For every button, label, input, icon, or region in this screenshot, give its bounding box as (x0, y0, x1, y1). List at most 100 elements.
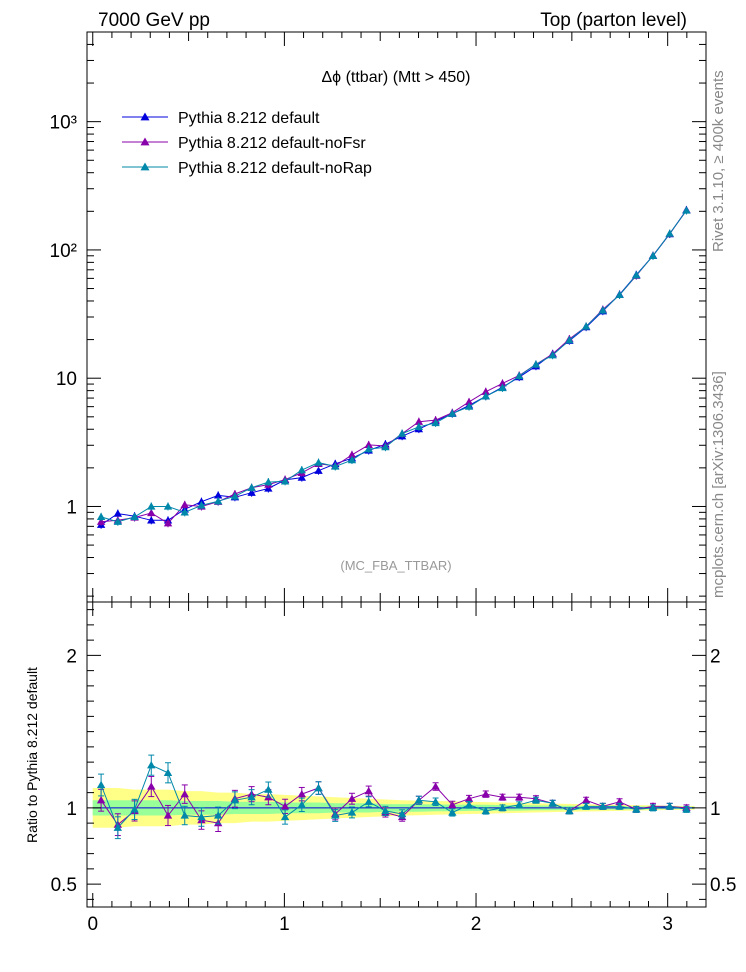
y-tick-label: 10³ (50, 113, 77, 134)
legend-marker (140, 112, 150, 121)
data-point (163, 502, 173, 510)
ratio-data-point (581, 802, 591, 810)
data-point (96, 517, 106, 525)
ratio-data-point (347, 794, 357, 802)
data-point (682, 206, 691, 214)
mcplots-label: mcplots.cern.ch [arXiv:1306.3436] (710, 371, 727, 598)
ratio-data-point (431, 782, 440, 790)
data-point (314, 458, 323, 466)
ratio-data-point (515, 793, 524, 801)
data-point (431, 418, 440, 427)
ratio-data-point (531, 796, 541, 804)
y-tick-label: 2 (66, 646, 77, 667)
ratio-data-point (230, 796, 240, 804)
ratio-axis-ticks: 0.5 0.5 1 1 2 2 0 1 2 3 (51, 602, 736, 935)
ratio-data-point (448, 800, 457, 808)
data-point (331, 462, 340, 470)
data-point (464, 397, 474, 406)
data-point (548, 351, 557, 359)
ratio-data-point (481, 789, 490, 798)
legend-label: Pythia 8.212 default (178, 110, 320, 127)
ratio-data-point (565, 806, 574, 815)
data-point (347, 450, 357, 458)
ratio-data-point (297, 800, 306, 808)
ratio-data-point (515, 800, 524, 808)
data-point (498, 379, 507, 387)
header-right: Top (parton level) (540, 10, 687, 31)
data-point (364, 444, 373, 453)
ratio-data-point (648, 803, 658, 812)
x-tick-label: 1 (279, 914, 290, 935)
data-point (180, 500, 189, 508)
ratio-data-point (665, 802, 674, 810)
data-point (180, 508, 189, 516)
ratio-ylabel: Ratio to Pythia 8.212 default (24, 667, 40, 843)
legend: Pythia 8.212 default Pythia 8.212 default… (122, 110, 372, 177)
data-point (247, 483, 256, 491)
ratio-data-point (180, 789, 189, 798)
ratio-panel: 0.5 0.5 1 1 2 2 0 1 2 3 Ratio to Pythia 8.212 def… (24, 601, 736, 935)
ratio-data-point (247, 793, 256, 801)
ratio-data-point (280, 812, 290, 821)
data-point (498, 383, 507, 392)
data-point (397, 429, 407, 437)
y-tick-label: 0.5 (51, 875, 77, 896)
legend-label: Pythia 8.212 default-noRap (178, 160, 372, 177)
data-point (213, 496, 223, 505)
ratio-data-point (163, 811, 173, 819)
ratio-data-point (113, 823, 123, 831)
data-point (280, 477, 290, 485)
series-line-1 (101, 210, 687, 524)
ratio-data-point (448, 808, 457, 816)
ratio-plot-marks (92, 754, 695, 840)
ratio-data-point (364, 797, 373, 805)
data-point (347, 455, 357, 464)
data-point (464, 402, 474, 410)
data-point (531, 360, 541, 368)
ratio-data-point (264, 785, 273, 793)
ratio-data-point (163, 768, 173, 776)
data-point (197, 501, 206, 509)
ratio-data-point (197, 812, 206, 821)
main-plot-marks (96, 205, 691, 529)
data-point (364, 440, 373, 449)
ratio-data-point (364, 786, 373, 795)
ratio-data-point (414, 796, 424, 804)
series-line-2 (100, 210, 687, 523)
ratio-data-point (498, 793, 507, 801)
ratio-data-point (147, 760, 156, 769)
data-point (213, 491, 223, 499)
ratio-data-point (548, 799, 557, 807)
data-point (598, 306, 608, 314)
data-point (314, 466, 323, 474)
data-point (515, 371, 524, 380)
data-point (230, 492, 240, 500)
ratio-data-point (213, 811, 223, 819)
ratio-data-point (297, 789, 306, 798)
data-point (113, 517, 123, 525)
ratio-data-point (464, 800, 474, 808)
data-point (147, 502, 156, 510)
data-point (297, 473, 306, 481)
ratio-data-point (431, 797, 440, 805)
data-point (565, 335, 574, 344)
data-point (414, 422, 424, 430)
data-point (264, 477, 273, 486)
ratio-data-point (130, 805, 139, 813)
data-point (481, 387, 490, 395)
legend-label: Pythia 8.212 default-noFsr (178, 135, 366, 152)
y-tick-label: 10² (50, 241, 77, 262)
ratio-data-point (180, 811, 189, 819)
ratio-data-point (347, 808, 357, 816)
y-tick-label: 1 (66, 799, 77, 820)
analysis-label: (MC_FBA_TTBAR) (340, 558, 451, 573)
x-tick-label: 2 (471, 914, 482, 935)
ratio-data-point (464, 794, 474, 802)
main-panel: 1 10 10² 10³ Δϕ (ttbar) (Mtt > 450) (MC_FBA… (50, 31, 707, 603)
data-point (96, 512, 106, 521)
data-point (581, 322, 591, 330)
ratio-data-point (598, 802, 608, 810)
data-point (297, 465, 306, 474)
rivet-label: Rivet 3.1.10, ≥ 400k events (710, 70, 727, 252)
